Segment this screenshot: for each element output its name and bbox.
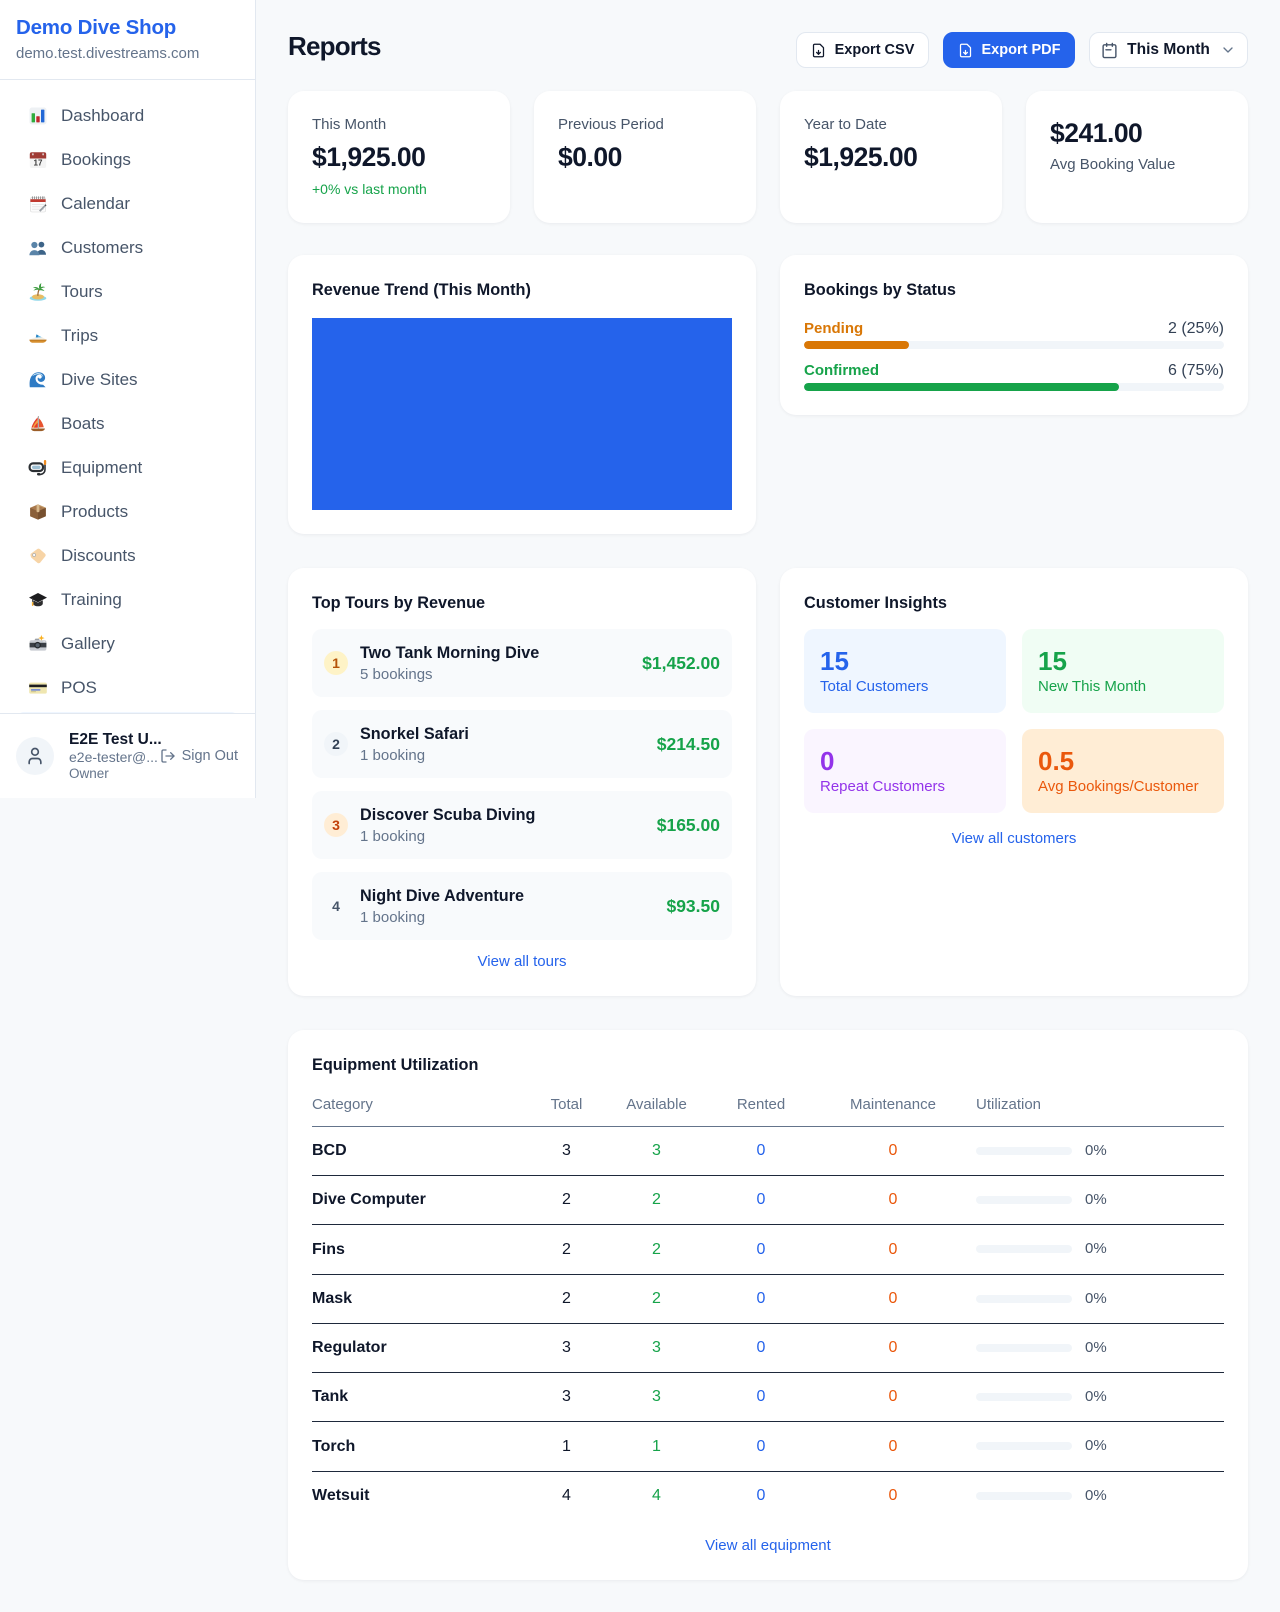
svg-text:17: 17 xyxy=(34,159,43,168)
